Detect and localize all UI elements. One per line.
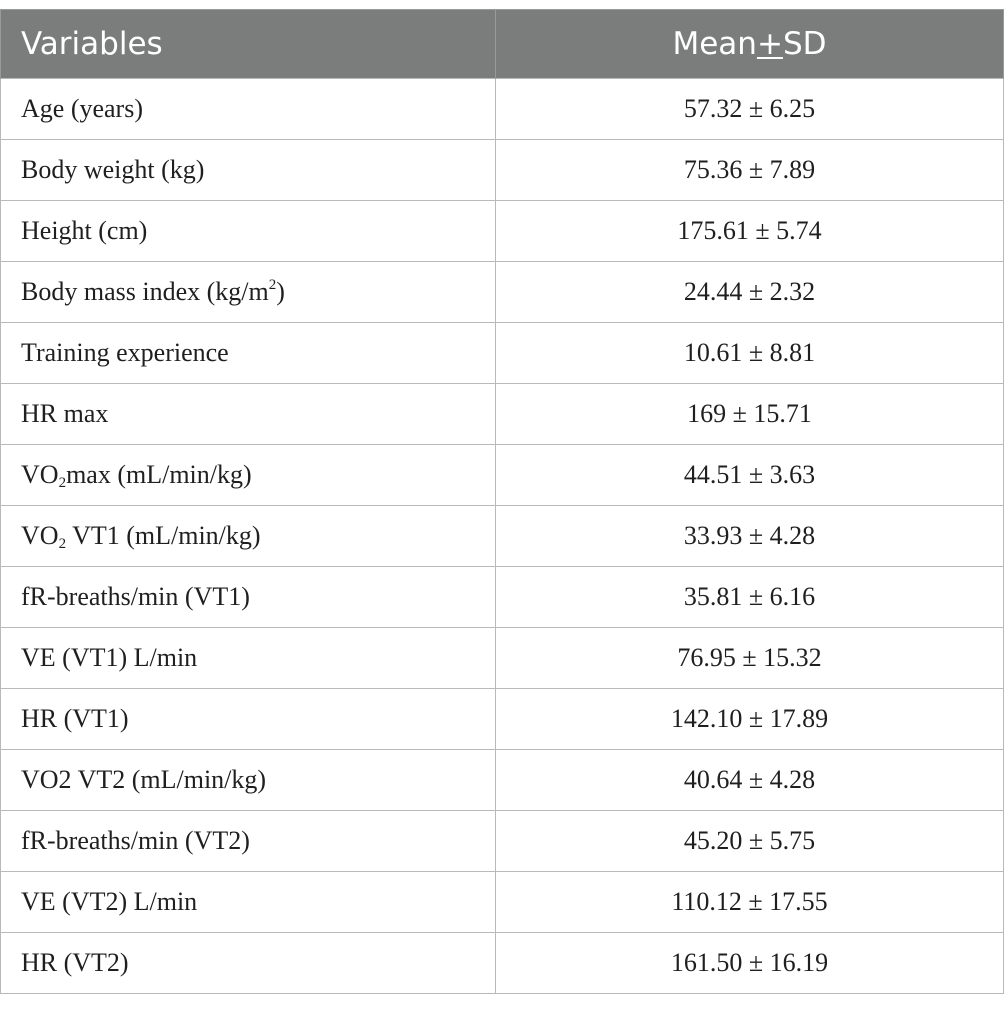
- header-mean-label: Mean: [672, 26, 757, 62]
- table-row: VO2 VT2 (mL/min/kg) 40.64 ± 4.28: [0, 749, 1004, 811]
- variable-label: HR (VT1): [21, 704, 129, 733]
- header-sd-label: SD: [782, 26, 827, 62]
- mean-sd-value: 57.32 ± 6.25: [495, 78, 1004, 140]
- header-mean-sd: Mean+SD: [495, 9, 1004, 79]
- variable-cell: Body mass index (kg/m2): [0, 261, 496, 323]
- variable-label-suffix: VT1 (mL/min/kg): [66, 521, 261, 550]
- mean-sd-value: 169 ± 15.71: [495, 383, 1004, 445]
- variable-cell: HR (VT1): [0, 688, 496, 750]
- variable-cell: VE (VT2) L/min: [0, 871, 496, 933]
- table-body: Age (years) 57.32 ± 6.25 Body weight (kg) 7…: [0, 78, 1004, 994]
- mean-sd-value: 142.10 ± 17.89: [495, 688, 1004, 750]
- variable-label: VO: [21, 521, 59, 550]
- mean-sd-value: 44.51 ± 3.63: [495, 444, 1004, 506]
- table-row: fR-breaths/min (VT1) 35.81 ± 6.16: [0, 566, 1004, 628]
- variable-cell: Body weight (kg): [0, 139, 496, 201]
- variable-label: VO2 VT2 (mL/min/kg): [21, 765, 267, 794]
- variable-subscript: 2: [58, 536, 67, 552]
- mean-sd-value: 45.20 ± 5.75: [495, 810, 1004, 872]
- table-row: Height (cm) 175.61 ± 5.74: [0, 200, 1004, 262]
- header-variables: Variables: [0, 9, 496, 79]
- variable-superscript: 2: [268, 277, 277, 293]
- variable-cell: VO2 VT2 (mL/min/kg): [0, 749, 496, 811]
- variable-cell: Training experience: [0, 322, 496, 384]
- variable-label: VE (VT1) L/min: [21, 643, 198, 672]
- variable-label: HR (VT2): [21, 948, 129, 977]
- table-row: Training experience 10.61 ± 8.81: [0, 322, 1004, 384]
- header-plus-minus: +: [756, 26, 783, 62]
- variable-label: VO: [21, 460, 59, 489]
- mean-sd-value: 76.95 ± 15.32: [495, 627, 1004, 689]
- table-row: VO2max (mL/min/kg) 44.51 ± 3.63: [0, 444, 1004, 506]
- variable-cell: VO2max (mL/min/kg): [0, 444, 496, 506]
- variable-label: HR max: [21, 399, 109, 428]
- table-row: HR (VT1) 142.10 ± 17.89: [0, 688, 1004, 750]
- mean-sd-value: 110.12 ± 17.55: [495, 871, 1004, 933]
- variable-label-suffix: max (mL/min/kg): [66, 460, 252, 489]
- mean-sd-value: 75.36 ± 7.89: [495, 139, 1004, 201]
- variable-cell: HR (VT2): [0, 932, 496, 994]
- table-row: HR max 169 ± 15.71: [0, 383, 1004, 445]
- variable-label: VE (VT2) L/min: [21, 887, 198, 916]
- variable-cell: Age (years): [0, 78, 496, 140]
- variable-cell: fR-breaths/min (VT1): [0, 566, 496, 628]
- table-row: VE (VT1) L/min 76.95 ± 15.32: [0, 627, 1004, 689]
- mean-sd-value: 33.93 ± 4.28: [495, 505, 1004, 567]
- variables-table: Variables Mean+SD Age (years) 57.32 ± 6.2…: [0, 9, 1004, 994]
- table-row: fR-breaths/min (VT2) 45.20 ± 5.75: [0, 810, 1004, 872]
- variable-label: fR-breaths/min (VT1): [21, 582, 250, 611]
- variable-cell: HR max: [0, 383, 496, 445]
- table-row: Body mass index (kg/m2) 24.44 ± 2.32: [0, 261, 1004, 323]
- variable-cell: VO2 VT1 (mL/min/kg): [0, 505, 496, 567]
- variable-cell: fR-breaths/min (VT2): [0, 810, 496, 872]
- variable-cell: VE (VT1) L/min: [0, 627, 496, 689]
- variable-label: Height (cm): [21, 216, 148, 245]
- variable-label-suffix: ): [276, 277, 285, 306]
- table-row: Age (years) 57.32 ± 6.25: [0, 78, 1004, 140]
- mean-sd-value: 161.50 ± 16.19: [495, 932, 1004, 994]
- table-row: VO2 VT1 (mL/min/kg) 33.93 ± 4.28: [0, 505, 1004, 567]
- mean-sd-value: 10.61 ± 8.81: [495, 322, 1004, 384]
- variable-label: fR-breaths/min (VT2): [21, 826, 250, 855]
- variable-cell: Height (cm): [0, 200, 496, 262]
- header-row: Variables Mean+SD: [0, 9, 1004, 79]
- mean-sd-value: 40.64 ± 4.28: [495, 749, 1004, 811]
- variable-label: Body weight (kg): [21, 155, 205, 184]
- mean-sd-value: 24.44 ± 2.32: [495, 261, 1004, 323]
- table-row: Body weight (kg) 75.36 ± 7.89: [0, 139, 1004, 201]
- table-row: VE (VT2) L/min 110.12 ± 17.55: [0, 871, 1004, 933]
- variable-label: Age (years): [21, 94, 143, 123]
- table-header: Variables Mean+SD: [0, 9, 1004, 79]
- table-row: HR (VT2) 161.50 ± 16.19: [0, 932, 1004, 994]
- mean-sd-value: 175.61 ± 5.74: [495, 200, 1004, 262]
- variable-subscript: 2: [58, 475, 67, 491]
- variable-label: Training experience: [21, 338, 229, 367]
- variable-label: Body mass index (kg/m: [21, 277, 269, 306]
- mean-sd-value: 35.81 ± 6.16: [495, 566, 1004, 628]
